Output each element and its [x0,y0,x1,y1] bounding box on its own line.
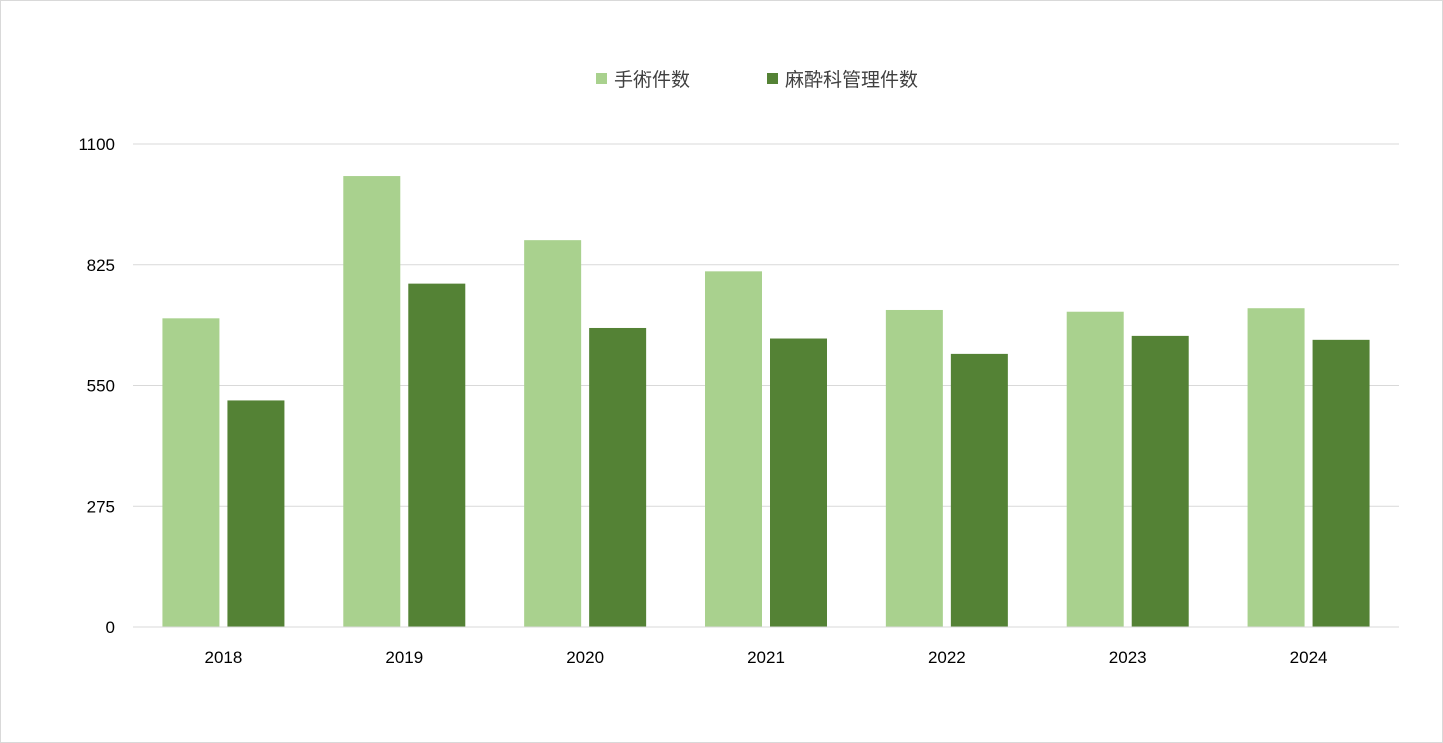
legend-swatch [767,73,778,84]
bar-麻酔科管理件数-2023 [1131,335,1189,627]
bar-麻酔科管理件数-2019 [408,283,466,627]
bar-手術件数-2022 [885,309,943,627]
y-tick-label: 550 [87,377,115,396]
y-tick-label: 275 [87,497,115,516]
bar-麻酔科管理件数-2024 [1312,339,1370,627]
bar-手術件数-2020 [524,240,582,628]
x-tick-label: 2023 [1109,648,1147,667]
x-tick-label: 2022 [928,648,966,667]
y-axis: 0 275 550 825 1100 [78,135,115,637]
legend-swatch [596,73,607,84]
x-tick-label: 2020 [566,648,604,667]
legend-label: 手術件数 [614,69,690,91]
bar-麻酔科管理件数-2021 [770,338,827,627]
legend[interactable]: 手術件数 麻酔科管理件数 [596,69,918,91]
x-tick-label: 2021 [747,648,785,667]
bar-麻酔科管理件数-2018 [227,400,285,627]
bars [162,176,1370,628]
bar-麻酔科管理件数-2022 [950,353,1008,627]
y-tick-label: 1100 [78,135,115,154]
bar-手術件数-2023 [1066,311,1124,627]
x-axis: 2018 2019 2020 2021 2022 2023 2024 [133,626,1399,667]
y-tick-label: 825 [87,256,115,275]
x-tick-label: 2018 [205,648,243,667]
bar-手術件数-2021 [705,271,762,627]
x-tick-label: 2019 [385,648,423,667]
legend-item[interactable]: 麻酔科管理件数 [767,69,918,91]
x-tick-label: 2024 [1290,648,1328,667]
legend-label: 麻酔科管理件数 [785,69,918,91]
bar-麻酔科管理件数-2020 [589,327,647,627]
bar-手術件数-2018 [162,318,220,627]
gridlines [133,143,1399,628]
bar-手術件数-2024 [1247,308,1305,627]
bar-手術件数-2019 [343,176,401,627]
legend-item[interactable]: 手術件数 [596,69,690,91]
y-tick-label: 0 [106,618,115,637]
